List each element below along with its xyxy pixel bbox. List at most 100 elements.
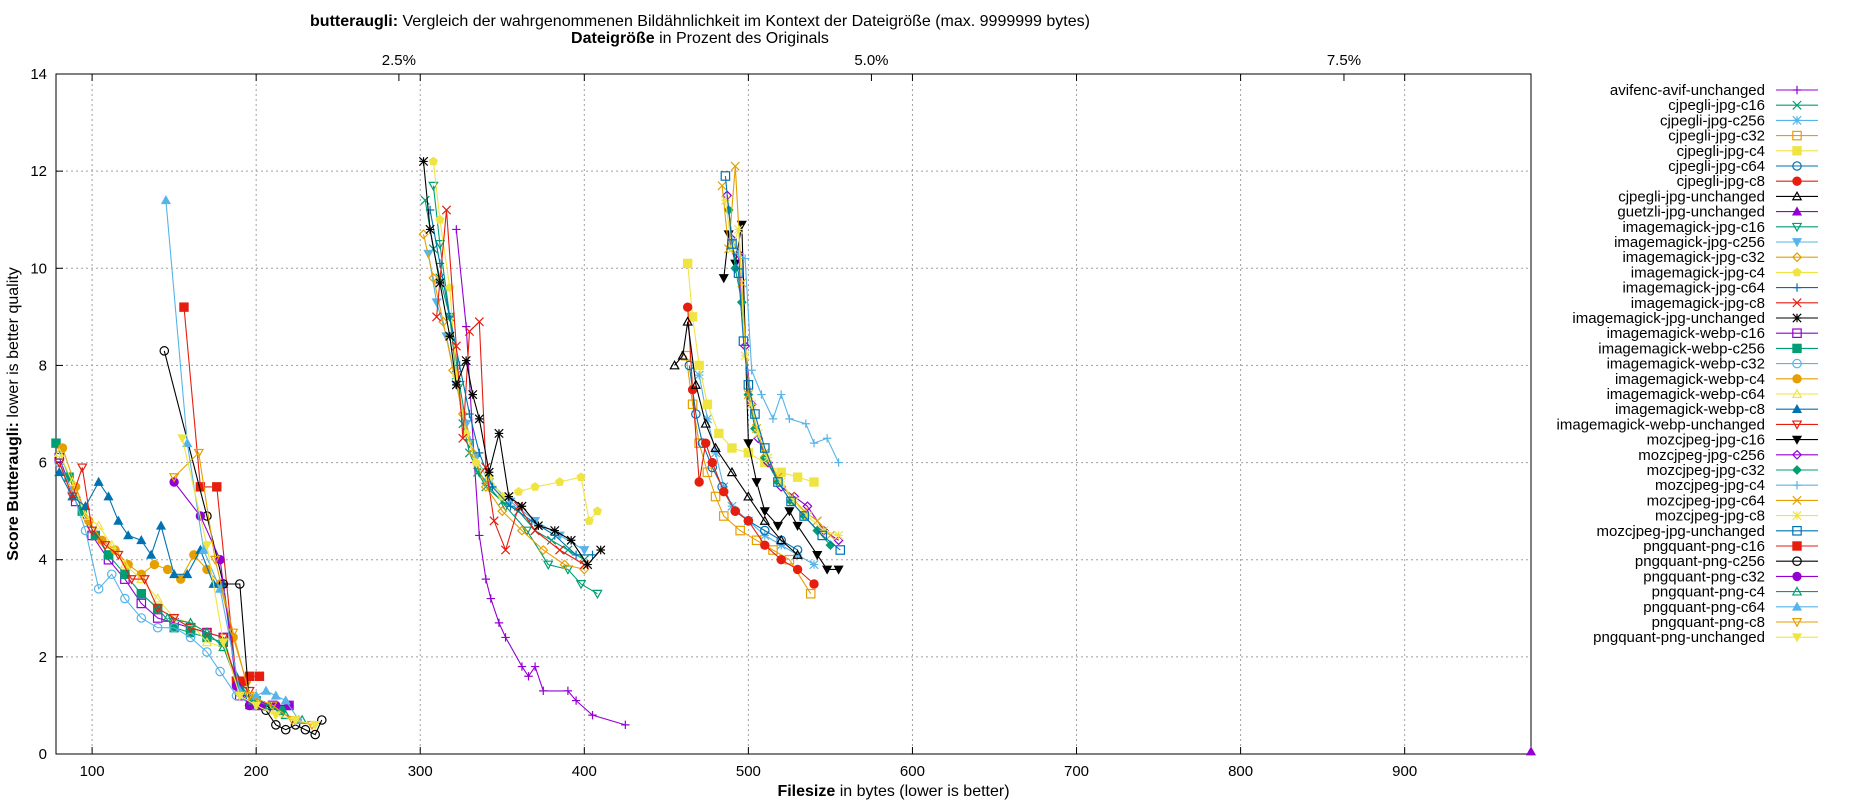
series-point (805, 588, 816, 599)
series-point (193, 448, 204, 459)
legend-entry: imagemagick-webp-c32 (1607, 356, 1818, 373)
series-point (776, 467, 786, 477)
series-layer (51, 156, 1537, 756)
legend-entry: mozcjpeg-jpg-c4 (1655, 477, 1818, 494)
series-point (198, 544, 209, 554)
legend-entry: pngquant-png-c256 (1635, 553, 1818, 570)
series-point (93, 520, 104, 530)
series-point (687, 312, 698, 322)
legend-label: mozcjpeg-jpg-c8 (1655, 508, 1765, 525)
series-point (835, 545, 846, 555)
legend-swatch-marker (1792, 374, 1802, 384)
series-point (530, 482, 540, 491)
legend-label: imagemagick-jpg-c8 (1631, 295, 1765, 312)
series-point (700, 418, 711, 428)
legend-entry: cjpegli-jpg-unchanged (1618, 188, 1818, 205)
series-point (750, 409, 760, 419)
series-point (812, 516, 822, 526)
legend-entry: mozcjpeg-jpg-unchanged (1597, 523, 1818, 540)
series-line (724, 175, 841, 551)
series-point (123, 530, 134, 540)
series-point (488, 482, 497, 492)
series-point (786, 496, 796, 507)
legend-swatch-marker (1791, 388, 1803, 398)
series-point (152, 622, 163, 633)
series-point (759, 515, 771, 525)
legend-entry: guetzli-jpg-unchanged (1617, 204, 1818, 221)
series-point (202, 647, 212, 657)
series-point (467, 447, 478, 458)
series-point (103, 550, 114, 560)
series-point (738, 336, 749, 346)
legend-swatch-marker (1791, 633, 1803, 643)
series-point (500, 545, 511, 555)
x-tick-label: 900 (1392, 763, 1417, 780)
series-point (425, 205, 435, 215)
legend-swatch-marker (1791, 403, 1803, 414)
series-point (113, 515, 124, 525)
legend-label: cjpegli-jpg-c4 (1677, 143, 1765, 160)
legend-swatch-marker (1791, 618, 1803, 628)
series-point (760, 540, 770, 550)
series-point (182, 437, 193, 448)
x-tick-label: 800 (1228, 763, 1253, 780)
legend-entry: imagemagick-webp-c8 (1615, 401, 1818, 418)
series-point (514, 486, 524, 496)
series-point (516, 525, 528, 536)
series-point (710, 442, 721, 452)
legend-swatch-marker (1791, 252, 1803, 263)
series-point (185, 623, 196, 634)
series-point (209, 555, 221, 566)
series-point (86, 526, 98, 537)
x-axis-label-rest: in bytes (lower is better) (835, 783, 1009, 800)
legend-label: cjpegli-jpg-unchanged (1618, 188, 1765, 205)
top-tick-label: 5.0% (854, 52, 888, 69)
series-point (720, 171, 731, 181)
series-point (271, 720, 281, 730)
chart-title-rest: Vergleich der wahrgenommenen Bildähnlich… (398, 13, 1090, 30)
legend-label: cjpegli-jpg-c256 (1660, 112, 1765, 129)
series-point (494, 618, 504, 628)
series-point (93, 476, 104, 486)
legend-entry: mozcjpeg-jpg-c64 (1647, 492, 1818, 509)
series-point (1525, 746, 1537, 756)
series-point (776, 540, 786, 550)
legend-entry: pngquant-png-c16 (1643, 538, 1818, 555)
series-point (825, 530, 836, 541)
series-point (310, 729, 321, 740)
series-point (474, 414, 484, 424)
series-point (465, 409, 474, 419)
series-point (316, 715, 327, 725)
series-point (538, 544, 549, 556)
series-point (722, 190, 733, 201)
series-point (566, 535, 576, 545)
legend-label: mozcjpeg-jpg-c16 (1647, 432, 1765, 449)
series-point (701, 438, 711, 448)
series-point (727, 443, 737, 453)
series-point (481, 574, 491, 584)
x-tick-label: 300 (408, 763, 433, 780)
series-point (169, 569, 180, 579)
series-point (719, 482, 729, 492)
series-point (784, 507, 795, 517)
series-point (759, 525, 770, 536)
series-point (669, 359, 680, 370)
series-point (717, 181, 727, 191)
legend-entry: imagemagick-jpg-c8 (1631, 295, 1818, 312)
series-point (753, 428, 763, 439)
series-point (136, 613, 147, 623)
series-point (67, 476, 78, 486)
legend-swatch-marker (1792, 146, 1802, 156)
legend-swatch-marker (1791, 601, 1803, 611)
series-point (152, 604, 163, 614)
legend-swatch-marker (1791, 206, 1803, 216)
series-point (234, 691, 245, 701)
series-line (58, 457, 289, 706)
series-imagemagick-webp-c4 (57, 443, 252, 686)
legend-label: cjpegli-jpg-c64 (1668, 158, 1765, 175)
series-point (280, 724, 291, 735)
legend-swatch-marker (1791, 586, 1803, 596)
series-point (809, 559, 819, 570)
series-point (441, 205, 452, 215)
